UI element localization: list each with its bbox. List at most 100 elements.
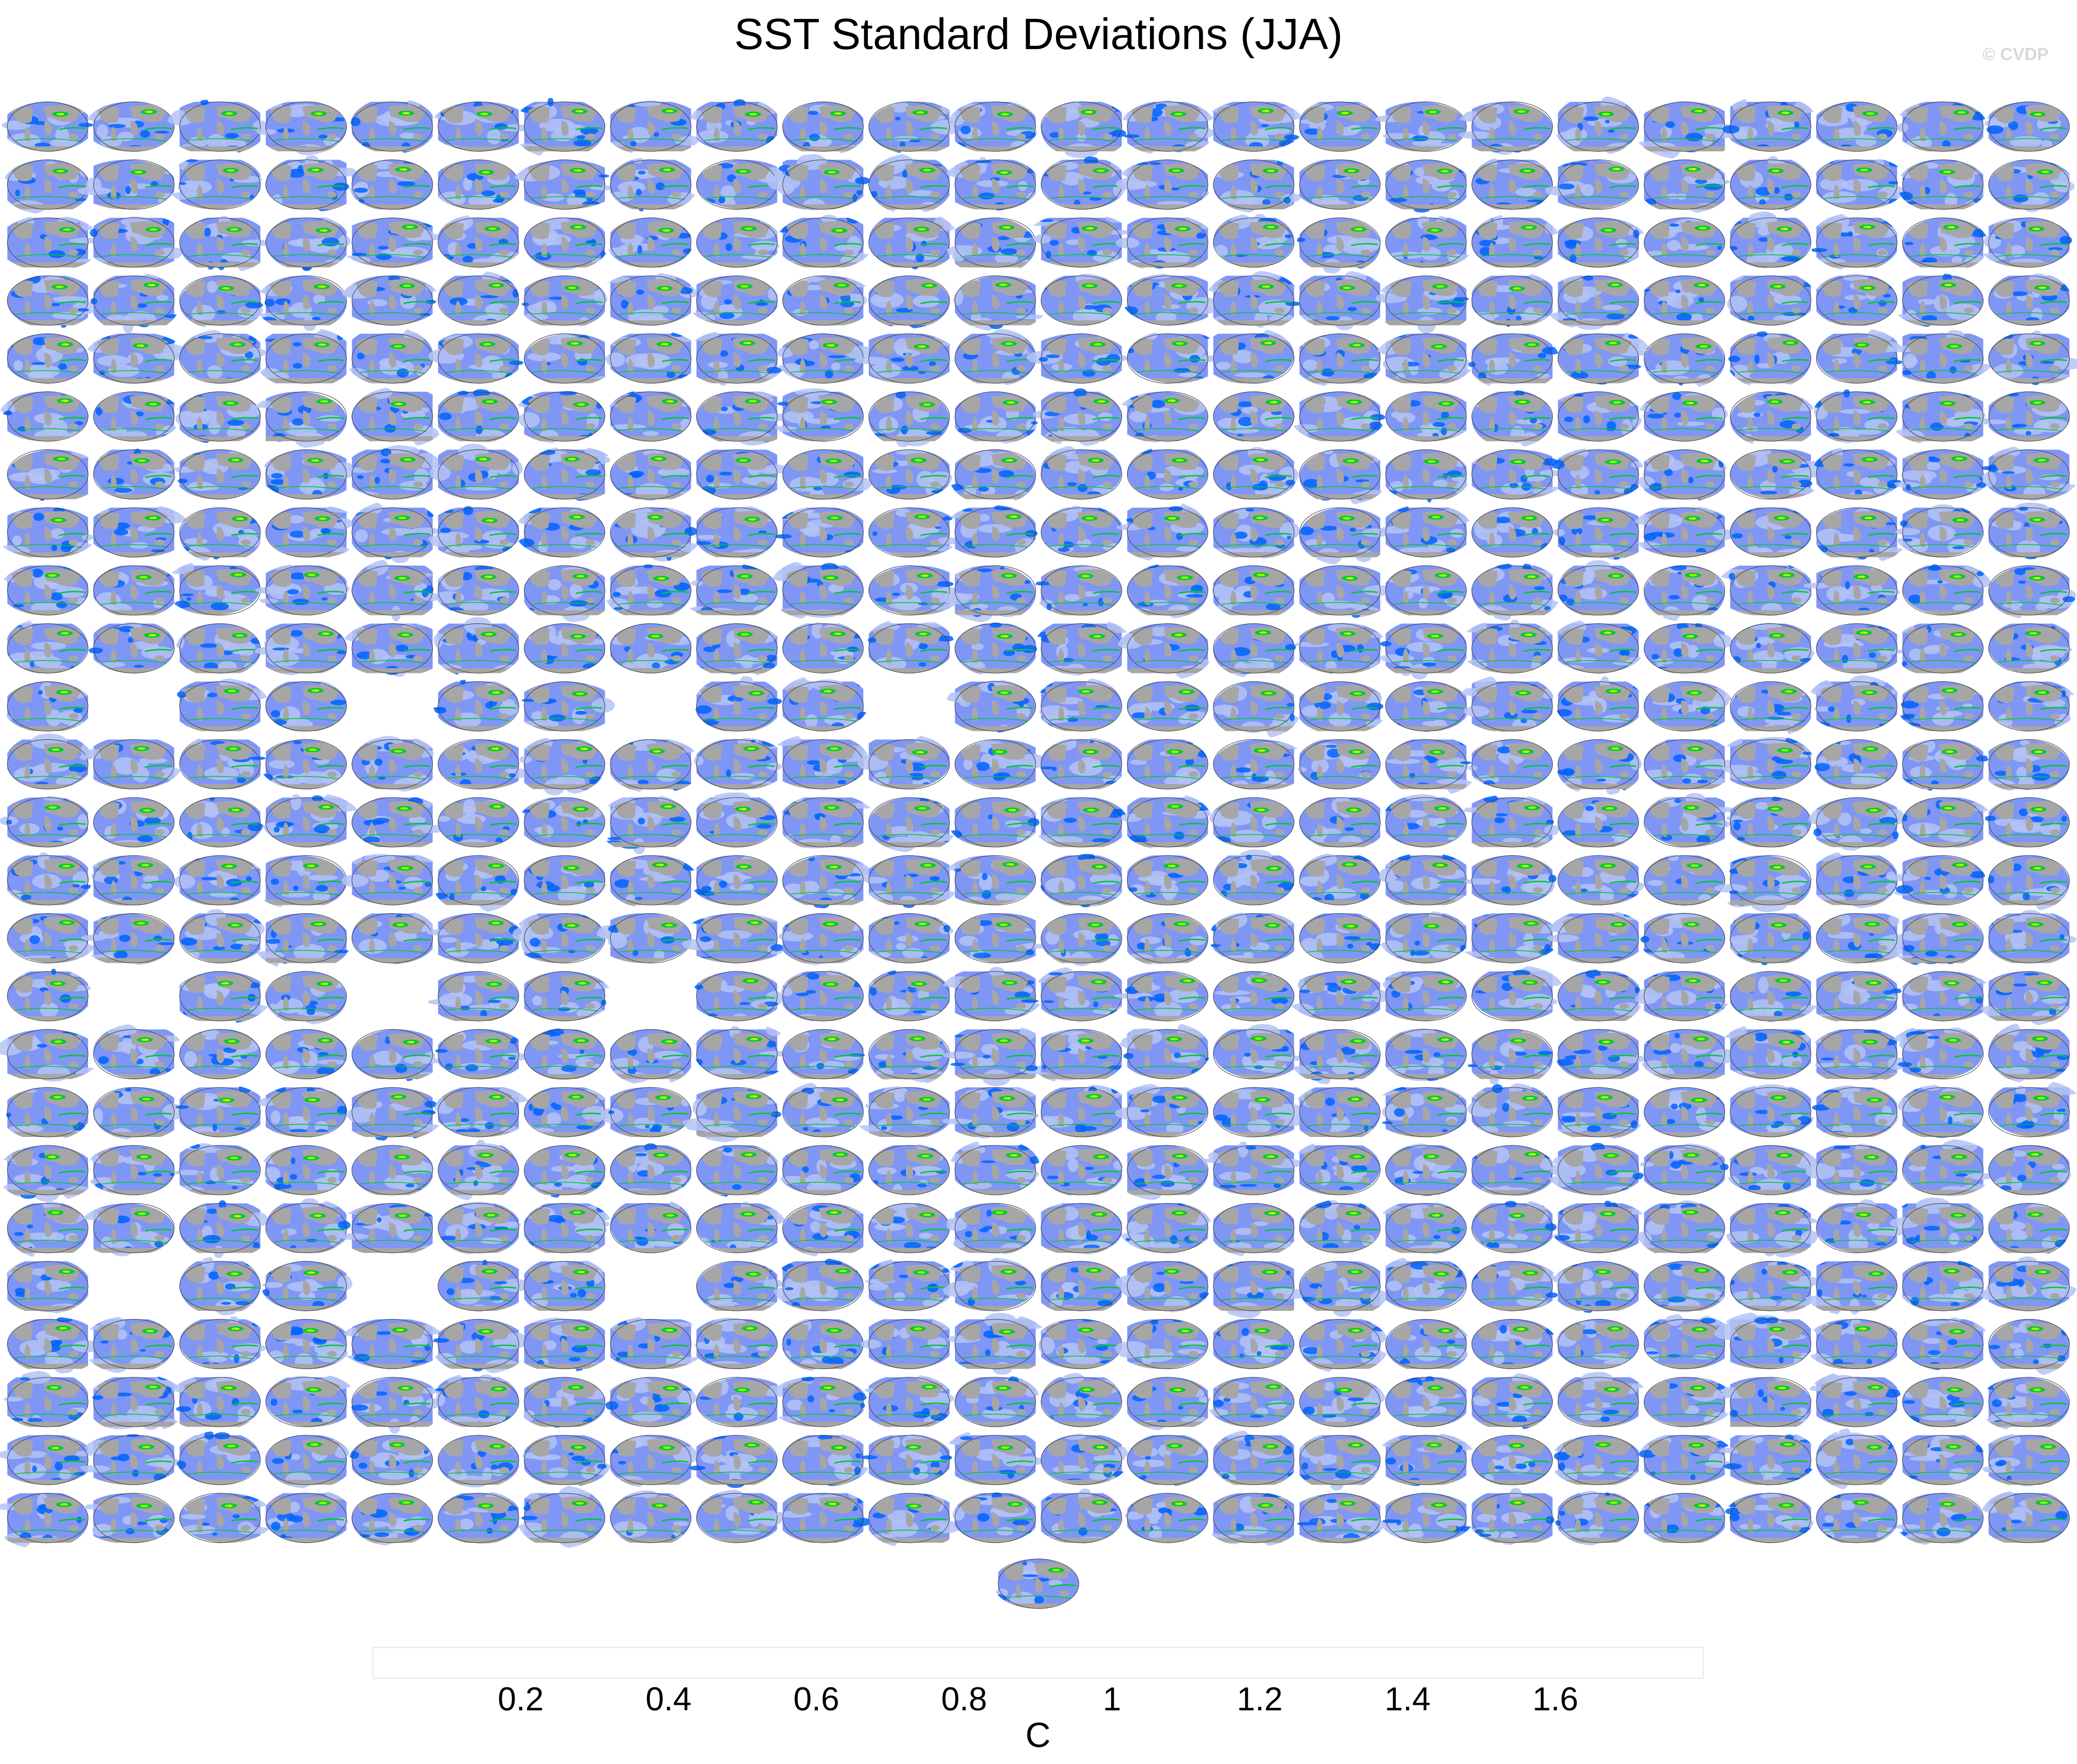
map-panel bbox=[1472, 507, 1553, 558]
map-panel bbox=[1288, 971, 1388, 1021]
map-panel bbox=[1115, 391, 1208, 443]
map-panel bbox=[1631, 505, 1734, 558]
map-panel bbox=[1375, 275, 1474, 334]
map-panel bbox=[1379, 504, 1473, 558]
map-panel bbox=[1902, 563, 1993, 616]
map-panel bbox=[351, 909, 438, 964]
map-panel bbox=[1209, 797, 1294, 848]
map-panel bbox=[1557, 739, 1642, 796]
map-panel bbox=[1116, 214, 1216, 272]
map-panel bbox=[340, 621, 448, 677]
map-panel bbox=[1902, 797, 1994, 849]
map-panel bbox=[5, 618, 89, 674]
map-panel bbox=[1127, 446, 1208, 500]
map-panel bbox=[952, 391, 1040, 444]
map-panel bbox=[179, 909, 267, 964]
map-panel bbox=[174, 449, 261, 500]
map-panel bbox=[524, 445, 620, 501]
map-panel bbox=[948, 797, 1040, 848]
map-panel bbox=[1470, 272, 1558, 327]
map-panel bbox=[1985, 910, 2077, 965]
map-panel bbox=[171, 678, 270, 733]
map-panel bbox=[1465, 855, 1557, 905]
map-panel bbox=[1981, 445, 2077, 501]
map-panel bbox=[512, 97, 605, 159]
map-panel bbox=[949, 449, 1036, 505]
map-panel bbox=[1298, 99, 1381, 152]
map-panel bbox=[432, 159, 519, 210]
map-panel bbox=[1887, 855, 1986, 905]
map-panel bbox=[1644, 217, 1725, 268]
map-panel bbox=[1644, 854, 1725, 906]
map-panel bbox=[1294, 270, 1388, 331]
map-panel bbox=[1726, 331, 1811, 389]
map-panel bbox=[431, 617, 522, 678]
map-panel bbox=[1896, 738, 1990, 792]
map-panel bbox=[1378, 910, 1470, 964]
map-panel bbox=[1897, 159, 1988, 212]
map-panel bbox=[179, 797, 264, 848]
map-panel bbox=[769, 388, 864, 442]
map-panel bbox=[1988, 565, 2077, 620]
map-panel bbox=[7, 968, 92, 1021]
map-panel bbox=[351, 735, 440, 792]
map-panel bbox=[430, 101, 532, 152]
map-panel bbox=[863, 855, 961, 908]
map-panel bbox=[1373, 101, 1467, 152]
map-panel bbox=[515, 505, 605, 558]
map-panel bbox=[438, 797, 519, 848]
map-panel bbox=[1810, 212, 1899, 271]
colorbar-tick-label: 1.6 bbox=[1533, 1681, 1578, 1718]
map-panel bbox=[76, 159, 176, 210]
map-panel bbox=[166, 99, 267, 155]
map-panel bbox=[1123, 913, 1208, 967]
map-panel bbox=[1637, 449, 1729, 502]
map-panel bbox=[1897, 681, 1987, 732]
map-panel bbox=[1730, 448, 1827, 500]
map-panel bbox=[93, 797, 175, 848]
map-panel bbox=[251, 855, 347, 910]
map-panel bbox=[179, 507, 262, 563]
colorbar-tick-label: 0.6 bbox=[794, 1681, 839, 1718]
map-panel bbox=[1726, 796, 1811, 848]
map-panel bbox=[512, 159, 620, 210]
map-panel bbox=[1208, 911, 1301, 964]
map-panel bbox=[3, 681, 93, 732]
colorbar-units-label: C bbox=[1026, 1716, 1051, 1755]
map-panel bbox=[438, 739, 531, 790]
map-panel bbox=[598, 272, 699, 326]
map-panel bbox=[1644, 565, 1725, 622]
map-panel bbox=[1555, 676, 1644, 732]
map-panel bbox=[1557, 329, 1652, 385]
map-panel bbox=[1722, 271, 1816, 326]
map-panel bbox=[1205, 270, 1302, 332]
map-panel bbox=[943, 157, 1039, 211]
map-panel bbox=[524, 216, 609, 271]
map-panel bbox=[7, 449, 102, 502]
map-panel bbox=[261, 449, 357, 500]
map-panel bbox=[782, 855, 877, 909]
map-panel bbox=[259, 739, 347, 790]
map-panel bbox=[610, 506, 701, 562]
map-panel bbox=[1379, 620, 1468, 680]
map-panel bbox=[1816, 623, 1905, 674]
map-panel bbox=[946, 217, 1036, 275]
map-panel bbox=[1721, 95, 1818, 152]
map-panel bbox=[1204, 99, 1305, 152]
map-panel bbox=[857, 733, 950, 790]
map-panel bbox=[1807, 797, 1908, 851]
map-panel bbox=[696, 159, 792, 210]
map-panel bbox=[955, 622, 1038, 677]
map-panel bbox=[1, 101, 94, 152]
map-panel bbox=[1468, 332, 1561, 391]
map-panel bbox=[1206, 507, 1300, 560]
map-panel bbox=[866, 275, 950, 329]
map-panel bbox=[608, 156, 699, 212]
map-panel bbox=[954, 913, 1050, 964]
map-panel bbox=[1041, 156, 1127, 210]
map-panel bbox=[868, 391, 950, 448]
map-panel bbox=[1385, 681, 1470, 732]
map-panel bbox=[83, 736, 183, 790]
